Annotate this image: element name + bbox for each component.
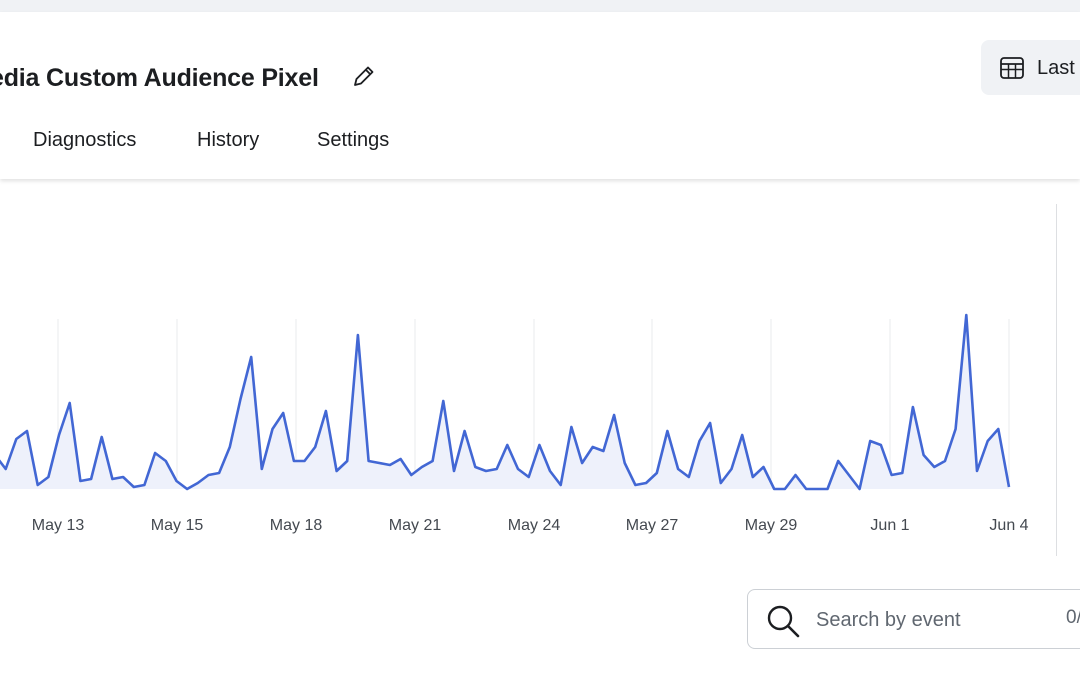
pencil-icon[interactable]	[351, 63, 377, 89]
event-search-box[interactable]: 0/	[747, 589, 1080, 649]
x-tick-label: May 27	[626, 517, 679, 534]
chart-area-fill	[0, 315, 1009, 489]
x-tick-label: May 29	[745, 517, 798, 534]
date-range-label: Last	[1037, 57, 1075, 79]
x-tick-label: Jun 4	[989, 517, 1028, 534]
chart-gridlines	[57, 319, 1010, 489]
x-tick-label: May 15	[151, 517, 204, 534]
activity-chart-svg: May 13 May 15 May 18 May 21 May 24 May 27 May …	[0, 313, 1029, 534]
search-input[interactable]	[814, 604, 1018, 636]
tab-settings[interactable]: Settings	[317, 129, 390, 151]
panel-divider	[1056, 204, 1057, 556]
search-result-count: 0/	[1066, 607, 1080, 628]
chart-x-axis: May 13 May 15 May 18 May 21 May 24 May 27 May …	[32, 517, 1029, 534]
page-title: edia Custom Audience Pixel	[0, 64, 319, 92]
series-area	[0, 315, 1009, 489]
calendar-table-icon	[1000, 57, 1024, 79]
x-tick-label: Jun 1	[870, 517, 909, 534]
series-line	[0, 313, 1011, 491]
chart-series-line	[0, 313, 1011, 491]
tab-history[interactable]: History	[197, 129, 260, 151]
x-tick-label: May 13	[32, 517, 85, 534]
header-card: edia Custom Audience Pixel Last Diagnost…	[0, 12, 1080, 179]
tab-diagnostics[interactable]: Diagnostics	[33, 129, 137, 151]
x-tick-label: May 18	[270, 517, 323, 534]
top-strip	[0, 0, 1080, 12]
x-tick-label: May 24	[508, 517, 561, 534]
search-icon	[767, 605, 800, 638]
date-range-button[interactable]: Last	[981, 40, 1080, 95]
activity-chart: May 13 May 15 May 18 May 21 May 24 May 27 May …	[0, 195, 1080, 565]
x-tick-label: May 21	[389, 517, 442, 534]
